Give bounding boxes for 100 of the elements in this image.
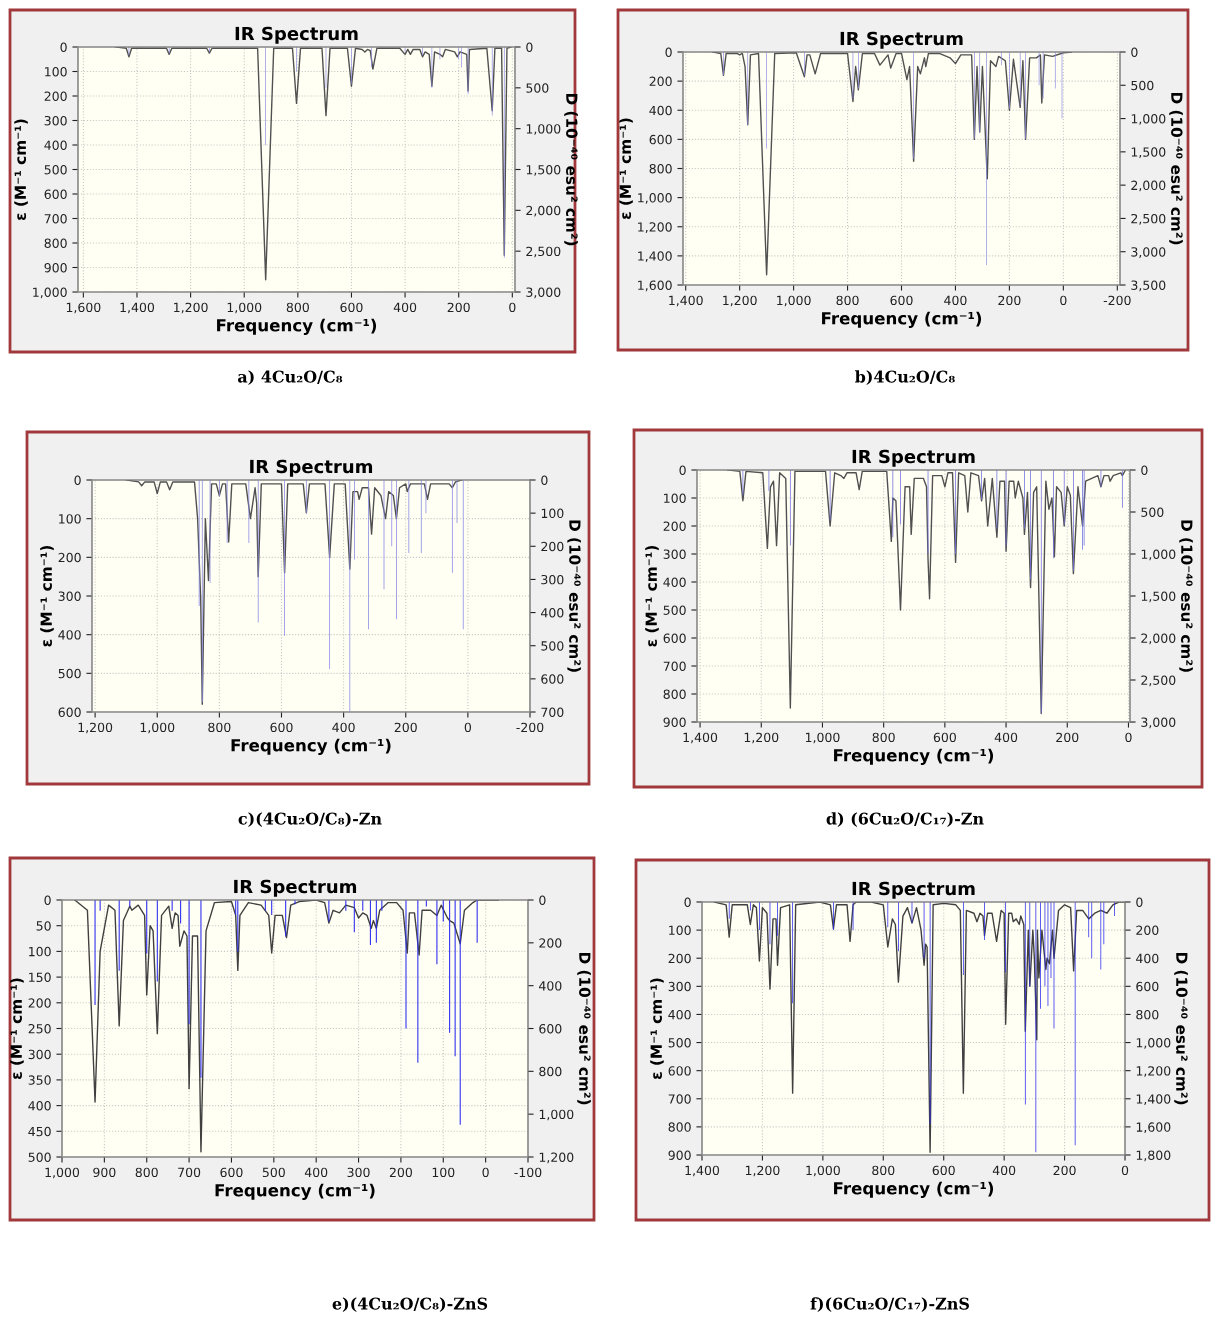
chart-title: IR Spectrum: [840, 31, 963, 49]
x-tick-label: -200: [1103, 295, 1131, 306]
y2-tick-label: 1,000: [539, 1109, 574, 1121]
text: f)(6Cu₂O/C₁₇)-ZnS: [810, 1297, 969, 1312]
y-tick-label: 600: [668, 1066, 691, 1076]
x-tick-label: 100: [432, 1167, 455, 1178]
y2-axis-title: D (10⁻⁴⁰ esu² cm²): [1179, 520, 1193, 672]
y2-tick-label: 1,500: [1141, 591, 1176, 603]
x-axis-title: Frequency (cm⁻¹): [215, 1183, 375, 1200]
y2-tick-label: 800: [539, 1066, 562, 1077]
y-tick-label: 100: [664, 493, 686, 503]
chart-title: IR Spectrum: [250, 459, 373, 477]
y-tick-label: 100: [669, 925, 691, 936]
y2-tick-label: 1,600: [1136, 1122, 1171, 1134]
y-tick-label: 900: [668, 1150, 691, 1160]
y-tick-label: 150: [29, 972, 51, 983]
x-tick-label: -100: [514, 1167, 542, 1178]
y-tick-label: 400: [649, 105, 672, 116]
y2-axis-title: D (10⁻⁴⁰ esu² cm²): [567, 520, 581, 672]
y2-tick-label: 300: [541, 574, 564, 585]
y-tick-label: 200: [44, 91, 67, 101]
x-tick-label: 600: [933, 732, 956, 743]
y2-axis-title: D (10⁻⁴⁰ esu² cm²): [1169, 92, 1183, 245]
y-tick-label: 700: [44, 213, 67, 224]
x-tick-label: 600: [270, 722, 293, 733]
y-tick-label: 350: [28, 1075, 51, 1085]
y-tick-label: 100: [45, 66, 67, 77]
y-tick-label: 250: [28, 1023, 51, 1034]
y2-axis-title: D (10⁻⁴⁰ esu² cm²): [564, 93, 578, 246]
y-tick-label: 0: [684, 897, 691, 907]
y-tick-label: 450: [28, 1126, 51, 1137]
x-tick-label: 200: [1056, 732, 1079, 743]
y2-tick-label: 1,500: [526, 164, 561, 176]
y2-tick-label: 2,000: [1141, 633, 1176, 645]
y-tick-label: 0: [60, 42, 67, 52]
x-tick-label: 700: [178, 1167, 201, 1178]
y-axis-title: ε (M⁻¹ cm⁻¹): [14, 119, 28, 221]
y-tick-label: 700: [663, 661, 686, 671]
x-axis-title: Frequency (cm⁻¹): [834, 748, 994, 765]
text: a) 4Cu₂O/C₈: [237, 370, 343, 385]
y2-tick-label: 1,200: [1136, 1066, 1171, 1077]
chart-title: IR Spectrum: [234, 879, 357, 897]
y2-tick-label: 1,000: [1141, 549, 1176, 561]
y2-tick-label: 200: [539, 938, 562, 948]
x-tick-label: 0: [1121, 1165, 1129, 1176]
y-tick-label: 600: [663, 633, 686, 643]
y-tick-label: 200: [649, 76, 672, 87]
y-tick-label: 0: [44, 895, 51, 905]
y2-tick-label: 1,500: [1131, 147, 1166, 159]
x-tick-label: 800: [836, 295, 859, 306]
y-tick-label: 1,600: [638, 280, 672, 292]
x-tick-label: 0: [464, 722, 472, 733]
x-axis-title: Frequency (cm⁻¹): [822, 311, 982, 328]
y-tick-label: 500: [668, 1038, 691, 1048]
y2-tick-label: 200: [1136, 925, 1159, 936]
x-tick-label: 1,000: [140, 722, 175, 734]
y-axis-title: ε (M⁻¹ cm⁻¹): [645, 545, 659, 647]
y2-tick-label: 400: [541, 608, 564, 618]
y-tick-label: 800: [668, 1122, 691, 1132]
y-tick-label: 500: [663, 605, 686, 615]
text: c)(4Cu₂O/C₈)-Zn: [238, 812, 382, 827]
chart-title: IR Spectrum: [852, 449, 975, 467]
y2-tick-label: 0: [1141, 465, 1148, 475]
y2-axis-title: D (10⁻⁴⁰ esu² cm²): [1174, 952, 1188, 1105]
x-tick-label: 800: [208, 722, 231, 733]
y-tick-label: 1,400: [638, 251, 672, 263]
y2-tick-label: 1,400: [1136, 1094, 1171, 1105]
x-axis-title: Frequency (cm⁻¹): [217, 318, 377, 335]
x-tick-label: 600: [340, 302, 363, 313]
y-tick-label: 600: [649, 134, 672, 145]
y2-tick-label: 500: [1131, 80, 1154, 91]
y-tick-label: 300: [58, 591, 81, 601]
x-tick-label: 600: [220, 1167, 243, 1178]
y-tick-label: 0: [74, 475, 81, 485]
y2-tick-label: 2,500: [1131, 213, 1166, 225]
y2-tick-label: 0: [526, 42, 533, 52]
y-tick-label: 200: [58, 552, 81, 563]
y-tick-label: 100: [29, 946, 51, 957]
y2-tick-label: 500: [541, 641, 564, 651]
x-tick-label: 400: [332, 722, 355, 733]
y-tick-label: 400: [58, 630, 81, 640]
x-tick-label: 500: [262, 1167, 285, 1178]
chart-title: IR Spectrum: [235, 26, 358, 44]
y2-tick-label: 600: [1136, 981, 1159, 992]
y2-tick-label: 200: [541, 541, 564, 552]
x-tick-label: 1,000: [227, 302, 262, 314]
x-tick-label: 600: [890, 295, 913, 306]
y2-tick-label: 0: [539, 895, 546, 905]
y2-tick-label: 600: [539, 1023, 562, 1034]
y-tick-label: 1,200: [638, 222, 672, 233]
x-tick-label: 0: [509, 302, 516, 313]
y2-tick-label: 1,800: [1136, 1150, 1171, 1162]
y-tick-label: 800: [44, 238, 67, 248]
x-tick-label: 1,200: [78, 722, 113, 734]
y2-tick-label: 3,500: [1131, 280, 1166, 292]
y-tick-label: 300: [668, 981, 691, 992]
x-tick-label: 600: [932, 1165, 955, 1176]
x-tick-label: 1,200: [723, 295, 757, 307]
text: b)4Cu₂O/C₈: [855, 370, 955, 385]
y2-tick-label: 1,000: [1131, 114, 1166, 125]
